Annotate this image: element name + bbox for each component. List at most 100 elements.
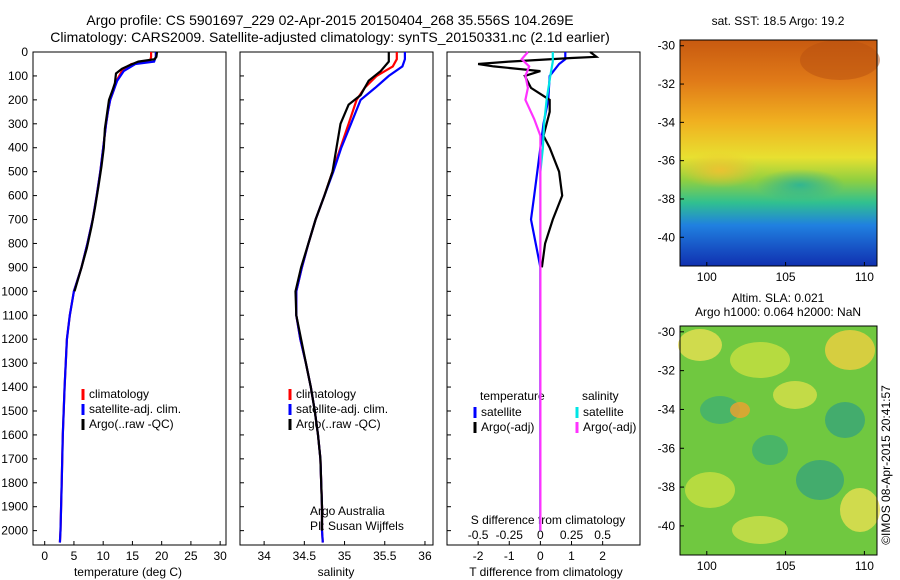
map-x-tick-label: 110 — [855, 559, 874, 573]
x-tick-label: 2 — [599, 549, 606, 563]
series-line-satellite-adj-clim- — [295, 52, 406, 543]
x2-tick-label: -0.5 — [468, 528, 489, 542]
diff-legend-temperature-title: temperature — [480, 389, 545, 403]
map-y-tick-label: -32 — [658, 77, 676, 91]
sla-map — [678, 325, 880, 556]
sla-title: Altim. SLA: 0.021 — [732, 291, 825, 305]
x2-tick-label: -0.25 — [496, 528, 524, 542]
map-y-tick-label: -36 — [658, 154, 676, 168]
depth-tick-label: 2000 — [1, 524, 28, 538]
x-tick-label: 34.5 — [293, 549, 317, 563]
depth-tick-label: 100 — [8, 69, 28, 83]
x-tick-label: -1 — [504, 549, 515, 563]
depth-tick-label: 1600 — [1, 428, 28, 442]
depth-tick-label: 900 — [8, 260, 28, 274]
argo-pi: PI: Susan Wijffels — [310, 519, 404, 533]
legend-label: satellite-adj. clim. — [89, 402, 181, 416]
depth-tick-label: 600 — [8, 189, 28, 203]
title-line-2: Climatology: CARS2009. Satellite-adjuste… — [50, 29, 610, 45]
depth-tick-label: 1700 — [1, 452, 28, 466]
s-difference-label: S difference from climatology — [471, 513, 626, 527]
depth-tick-label: 1900 — [1, 500, 28, 514]
axes-ticks: 0100200300400500600700800900100011001200… — [1, 39, 874, 573]
x-tick-label: 34 — [257, 549, 271, 563]
legend-label: satellite — [583, 405, 624, 419]
depth-tick-label: 0 — [21, 45, 28, 59]
map-y-tick-label: -36 — [658, 441, 676, 455]
x2-tick-label: 0.25 — [560, 528, 584, 542]
series-line-satellite-adj-clim- — [58, 52, 157, 543]
x-tick-label: 15 — [126, 549, 140, 563]
depth-tick-label: 400 — [8, 141, 28, 155]
depth-tick-label: 1300 — [1, 356, 28, 370]
x2-tick-label: 0 — [537, 528, 544, 542]
series-line-climatology — [295, 52, 398, 543]
temperature-xlabel: temperature (deg C) — [74, 565, 182, 579]
sla-subtitle: Argo h1000: 0.064 h2000: NaN — [695, 305, 861, 319]
legend-label: climatology — [89, 387, 149, 401]
legend-label: Argo(-adj) — [481, 420, 534, 434]
x-tick-label: 36 — [418, 549, 432, 563]
legend-label: Argo(..raw -QC) — [89, 417, 174, 431]
depth-tick-label: 300 — [8, 117, 28, 131]
depth-tick-label: 1000 — [1, 284, 28, 298]
x-tick-label: -2 — [473, 549, 484, 563]
x-tick-label: 35.5 — [373, 549, 397, 563]
map-y-tick-label: -38 — [658, 192, 676, 206]
depth-tick-label: 1100 — [2, 308, 28, 322]
depth-tick-label: 1400 — [1, 380, 28, 394]
depth-tick-label: 1800 — [1, 476, 28, 490]
salinity-panel — [239, 51, 434, 546]
map-x-tick-label: 105 — [776, 559, 796, 573]
sst-title: sat. SST: 18.5 Argo: 19.2 — [712, 14, 845, 28]
map-x-tick-label: 110 — [855, 270, 874, 284]
legend-label: Argo(..raw -QC) — [296, 417, 381, 431]
t-difference-xlabel: T difference from climatology — [469, 565, 623, 579]
depth-tick-label: 500 — [8, 165, 28, 179]
legend-label: satellite-adj. clim. — [296, 402, 388, 416]
credit-text: ©IMOS 08-Apr-2015 20:41:57 — [879, 385, 893, 545]
argo-institution: Argo Australia — [310, 504, 385, 518]
x-tick-label: 20 — [155, 549, 169, 563]
x-tick-label: 1 — [568, 549, 575, 563]
legend-label: climatology — [296, 387, 356, 401]
data-series — [58, 51, 600, 543]
title-line-1: Argo profile: CS 5901697_229 02-Apr-2015… — [86, 12, 574, 28]
map-x-tick-label: 105 — [776, 270, 796, 284]
map-x-tick-label: 100 — [697, 270, 717, 284]
map-y-tick-label: -30 — [658, 325, 676, 339]
map-y-tick-label: -40 — [658, 230, 676, 244]
depth-tick-label: 700 — [8, 213, 28, 227]
x-tick-label: 0 — [537, 549, 544, 563]
series-line-salinity-argo-adj- — [520, 51, 542, 531]
series-line-temperature-argo-adj- — [477, 51, 600, 268]
series-line-argo-raw-qc- — [294, 52, 390, 531]
temperature-panel — [32, 51, 227, 546]
map-y-tick-label: -34 — [658, 402, 676, 416]
salinity-xlabel: salinity — [318, 565, 355, 579]
map-y-tick-label: -40 — [658, 519, 676, 533]
depth-tick-label: 1200 — [1, 332, 28, 346]
map-y-tick-label: -32 — [658, 364, 676, 378]
x-tick-label: 35 — [338, 549, 352, 563]
map-y-tick-label: -34 — [658, 115, 676, 129]
x-tick-label: 0 — [41, 549, 48, 563]
x-tick-label: 30 — [213, 549, 227, 563]
sst-map — [679, 39, 880, 267]
x-tick-label: 25 — [184, 549, 198, 563]
map-y-tick-label: -38 — [658, 480, 676, 494]
x-tick-label: 5 — [71, 549, 78, 563]
x2-tick-label: 0.5 — [594, 528, 611, 542]
legend-label: satellite — [481, 405, 522, 419]
map-y-tick-label: -30 — [658, 39, 676, 53]
depth-tick-label: 1500 — [1, 404, 28, 418]
map-x-tick-label: 100 — [697, 559, 717, 573]
difference-panel — [446, 51, 641, 546]
series-line-argo-raw-qc- — [73, 51, 159, 292]
legend-label: Argo(-adj) — [583, 420, 636, 434]
depth-tick-label: 800 — [8, 236, 28, 250]
diff-legend-salinity-title: salinity — [582, 389, 619, 403]
depth-tick-label: 200 — [8, 93, 28, 107]
